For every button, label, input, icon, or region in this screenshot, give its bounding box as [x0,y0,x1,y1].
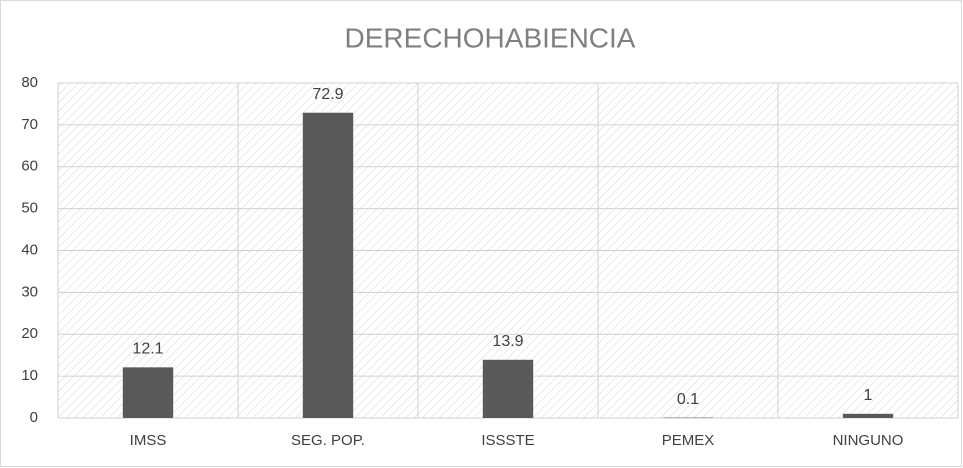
x-tick-label: ISSSTE [481,432,534,449]
y-tick-label: 10 [21,367,38,384]
bar [842,413,894,418]
y-tick-label: 40 [21,241,38,258]
bar [482,359,534,418]
y-tick-label: 50 [21,200,38,217]
x-tick-label: SEG. POP. [291,432,365,449]
chart-title: DERECHOHABIENCIA [345,22,636,53]
x-tick-label: NINGUNO [833,432,904,449]
x-tick-label: PEMEX [662,432,715,449]
y-tick-label: 60 [21,158,38,175]
y-tick-label: 0 [30,409,38,426]
y-tick-label: 20 [21,325,38,342]
y-tick-label: 30 [21,283,38,300]
bar [122,367,174,418]
x-tick-label: IMSS [130,432,167,449]
y-tick-label: 70 [21,116,38,133]
data-label: 72.9 [312,86,343,103]
bar [302,112,354,418]
y-tick-label: 80 [21,74,38,91]
data-label: 1 [864,387,873,404]
data-label: 0.1 [677,391,699,408]
data-label: 12.1 [132,341,163,358]
data-label: 13.9 [492,333,523,350]
